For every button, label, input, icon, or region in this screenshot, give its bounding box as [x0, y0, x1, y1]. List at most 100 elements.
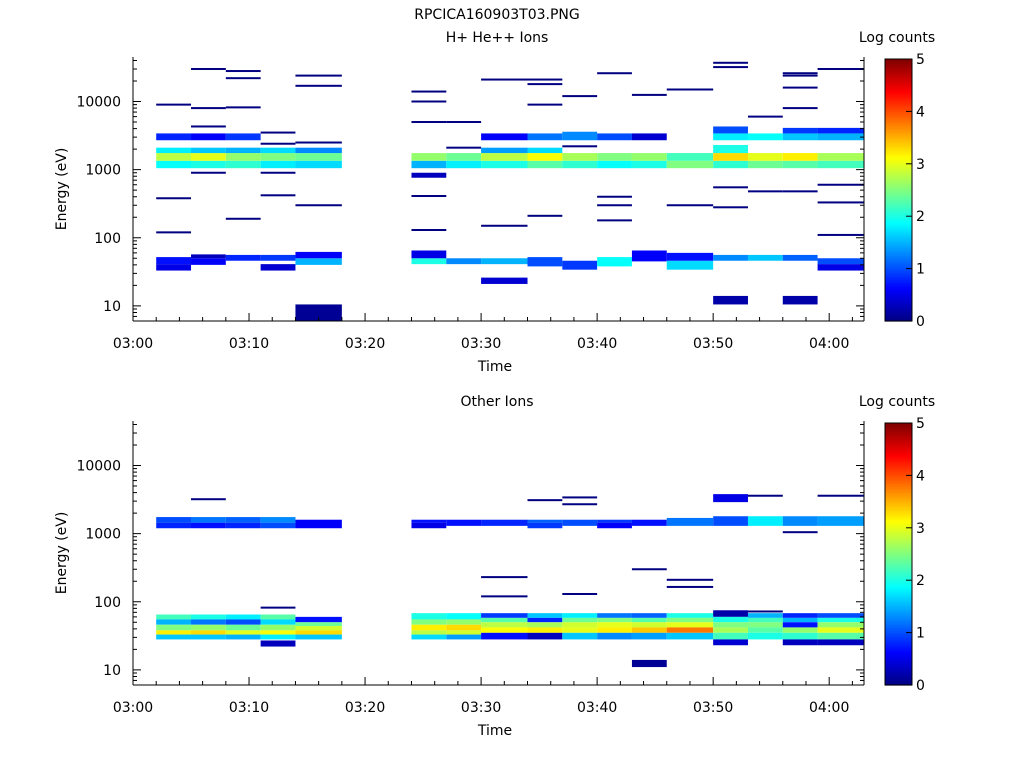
colorbar-segment: [885, 505, 912, 509]
heatmap-cell: [225, 624, 261, 631]
heatmap-cell: [666, 632, 714, 640]
colorbar-border: [884, 422, 913, 686]
colorbar-segment: [885, 481, 912, 485]
heatmap-cell: [631, 632, 667, 640]
colorbar-segment: [885, 91, 912, 95]
colorbar-segment: [885, 512, 912, 516]
heatmap-cell: [481, 622, 528, 628]
heatmap-cell: [481, 613, 528, 618]
heatmap-cell: [156, 517, 192, 523]
heatmap-cell: [481, 258, 528, 265]
colorbar-segment: [885, 641, 912, 645]
colorbar-segment: [885, 275, 912, 278]
heatmap-cell: [191, 522, 226, 529]
heatmap-cell: [631, 613, 667, 618]
colorbar-segment: [885, 484, 912, 487]
colorbar-segment: [885, 477, 912, 481]
colorbar-segment: [885, 238, 912, 241]
colorbar-segment: [885, 111, 912, 115]
colorbar-segment: [885, 150, 912, 154]
colorbar-segment: [885, 639, 912, 642]
colorbar-segment: [885, 102, 912, 106]
colorbar-segment: [885, 436, 912, 439]
colorbar-segment: [885, 310, 912, 313]
heatmap-line: [562, 95, 598, 98]
heatmap-line: [481, 78, 528, 81]
colorbar-segment: [885, 460, 912, 463]
heatmap-cell: [782, 160, 818, 169]
colorbar-segment: [885, 519, 912, 522]
colorbar-segment: [885, 573, 912, 577]
colorbar-segment: [885, 626, 912, 629]
heatmap-cell: [666, 260, 714, 270]
colorbar-segment: [885, 508, 912, 511]
heatmap-cell: [191, 147, 226, 154]
heatmap-cell: [191, 634, 226, 640]
heatmap-cell: [666, 160, 714, 169]
heatmap-cell: [295, 147, 342, 154]
heatmap-cell: [713, 627, 748, 633]
heatmap-line: [191, 171, 226, 174]
colorbar-segment: [885, 283, 912, 287]
heatmap-cell: [295, 251, 342, 259]
heatmap-cell: [411, 630, 447, 635]
heatmap-line: [666, 88, 714, 91]
colorbar-segment: [885, 567, 912, 570]
heatmap-line: [666, 578, 714, 581]
colorbar-segment: [885, 109, 912, 112]
heatmap-cell: [225, 522, 261, 529]
heatmap-cell: [156, 619, 192, 625]
colorbar-segment: [885, 652, 912, 656]
colorbar-segment: [885, 595, 912, 599]
heatmap-cell: [260, 619, 296, 625]
colorbar-segment: [885, 464, 912, 468]
y-tick-label: 10: [103, 299, 121, 315]
colorbar-segment: [885, 231, 912, 235]
heatmap-cell: [191, 614, 226, 620]
heatmap-cell: [562, 613, 598, 618]
colorbar-segment: [885, 303, 912, 307]
heatmap-cell: [156, 147, 192, 154]
heatmap-line: [446, 121, 482, 124]
colorbar-segment: [885, 190, 912, 193]
colorbar-segment: [885, 665, 912, 669]
heatmap-line: [631, 93, 667, 96]
x-tick-label: 03:40: [577, 336, 617, 352]
heatmap-cell: [446, 634, 482, 640]
heatmap-cell: [260, 630, 296, 635]
heatmap-cell: [191, 619, 226, 625]
colorbar-segment: [885, 305, 912, 309]
heatmap-cell: [260, 624, 296, 631]
heatmap-line: [747, 610, 783, 613]
y-tick-label: 100: [94, 231, 121, 247]
colorbar-segment: [885, 207, 912, 211]
heatmap-cell: [713, 622, 748, 628]
colorbar-segment: [885, 124, 912, 128]
heatmap-cell: [411, 160, 447, 169]
heatmap-line: [411, 90, 447, 93]
colorbar-segment: [885, 667, 912, 671]
colorbar-segment: [885, 564, 912, 568]
heatmap-cell: [713, 133, 748, 141]
colorbar-tick-label: 3: [916, 521, 925, 537]
heatmap-cell: [191, 517, 226, 523]
heatmap-line: [782, 72, 818, 75]
heatmap-line: [597, 72, 632, 75]
colorbar-segment: [885, 146, 912, 150]
colorbar-segment: [885, 597, 912, 601]
heatmap-cell: [225, 133, 261, 141]
heatmap-line: [225, 106, 261, 109]
heatmap-cell: [597, 133, 632, 141]
heatmap-cell: [411, 250, 447, 259]
heatmap-cell: [260, 634, 296, 640]
colorbar-border: [884, 58, 913, 322]
colorbar-segment: [885, 479, 912, 483]
heatmap-cell: [481, 147, 528, 154]
colorbar-tick-label: 1: [916, 626, 925, 642]
colorbar-segment: [885, 490, 912, 494]
heatmap-line: [191, 125, 226, 128]
colorbar-segment: [885, 235, 912, 239]
colorbar-segment: [885, 174, 912, 178]
colorbar-segment: [885, 259, 912, 263]
heatmap-cell: [782, 622, 818, 628]
